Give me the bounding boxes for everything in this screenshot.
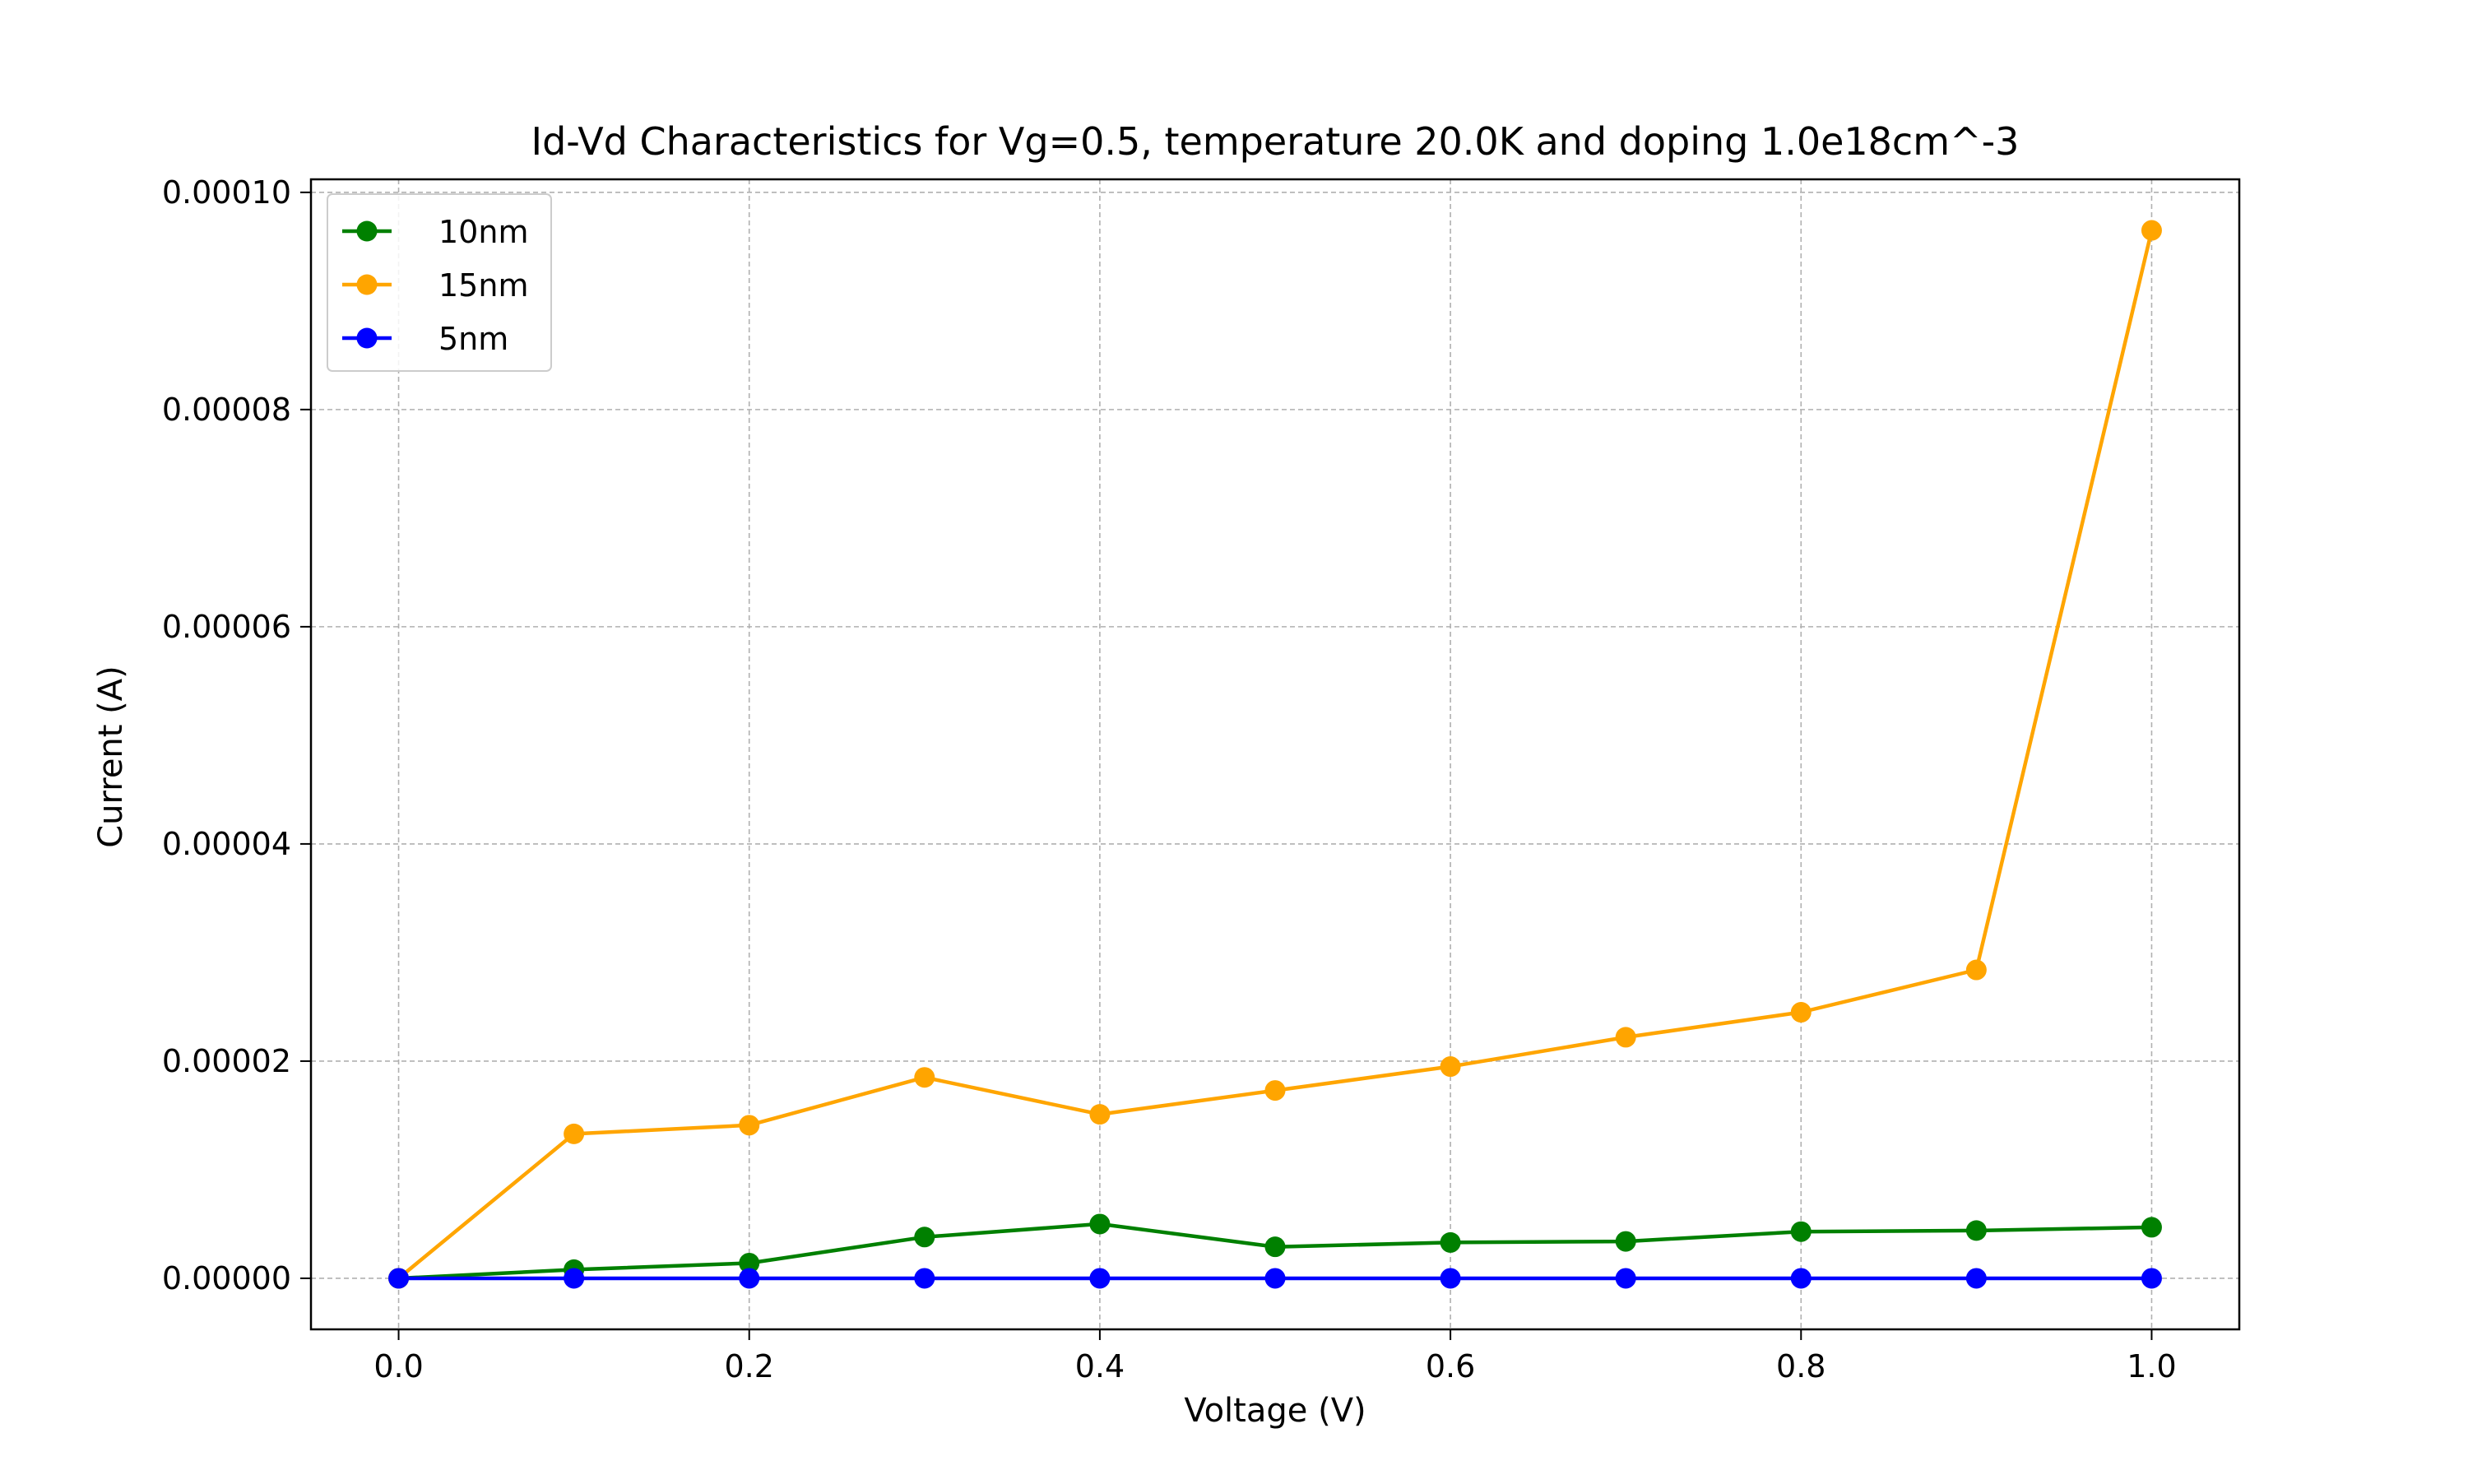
y-tick-label: 0.00006 <box>162 609 291 645</box>
legend-item: 10nm <box>342 214 528 250</box>
series-5nm <box>388 1268 2162 1289</box>
data-point <box>1089 1268 1111 1289</box>
y-tick-label: 0.00004 <box>162 826 291 862</box>
data-point <box>564 1268 585 1289</box>
x-tick-label: 0.0 <box>373 1348 423 1384</box>
data-point <box>1965 959 1987 981</box>
grid <box>311 179 2239 1329</box>
data-point <box>1615 1268 1636 1289</box>
data-point <box>1440 1056 1461 1078</box>
x-axis-label: Voltage (V) <box>1184 1392 1366 1430</box>
y-tick-label: 0.00010 <box>162 174 291 211</box>
data-point <box>1615 1027 1636 1048</box>
data-point <box>1264 1268 1286 1289</box>
data-point <box>1264 1080 1286 1101</box>
data-point <box>1790 1221 1812 1242</box>
series-10nm <box>388 1213 2162 1289</box>
y-tick-label: 0.00008 <box>162 392 291 428</box>
series-15nm <box>388 220 2162 1289</box>
y-tick-label: 0.00002 <box>162 1043 291 1079</box>
chart-title: Id-Vd Characteristics for Vg=0.5, temper… <box>531 119 2020 164</box>
legend: 10nm 15nm 5nm <box>327 193 552 372</box>
axis-ticks: 0.0 0.2 0.4 0.6 0.8 1.0 0.00000 0.00002 0.00004 0… <box>162 174 2177 1384</box>
legend-label: 15nm <box>438 267 528 304</box>
y-tick-label: 0.00000 <box>162 1260 291 1296</box>
data-point <box>1264 1236 1286 1258</box>
data-point <box>564 1123 585 1144</box>
data-point <box>1440 1231 1461 1253</box>
data-point <box>388 1268 410 1289</box>
x-tick-label: 0.2 <box>725 1348 774 1384</box>
x-tick-label: 1.0 <box>2127 1348 2176 1384</box>
data-point <box>1965 1268 1987 1289</box>
data-point <box>1790 1002 1812 1023</box>
data-point <box>1965 1220 1987 1241</box>
data-point <box>1790 1268 1812 1289</box>
legend-label: 5nm <box>438 321 508 357</box>
legend-marker <box>356 220 378 242</box>
data-point <box>2141 1268 2162 1289</box>
data-point <box>1089 1104 1111 1125</box>
data-point <box>1440 1268 1461 1289</box>
data-point <box>2141 220 2162 241</box>
data-point <box>914 1268 935 1289</box>
data-point <box>2141 1217 2162 1238</box>
series-layer <box>388 220 2162 1289</box>
plot-frame <box>309 178 2241 1331</box>
legend-marker <box>356 274 378 295</box>
x-tick-label: 0.8 <box>1776 1348 1825 1384</box>
data-point <box>1089 1213 1111 1235</box>
legend-marker <box>356 327 378 349</box>
data-point <box>914 1067 935 1088</box>
data-point <box>739 1268 760 1289</box>
data-point <box>739 1252 760 1273</box>
legend-label: 10nm <box>438 214 528 250</box>
legend-item: 5nm <box>342 321 508 357</box>
data-point <box>914 1227 935 1248</box>
legend-item: 15nm <box>342 267 528 304</box>
legend-box <box>327 193 552 372</box>
y-axis-label: Current (A) <box>92 665 130 848</box>
data-point <box>1615 1231 1636 1252</box>
x-tick-label: 0.4 <box>1075 1348 1125 1384</box>
x-tick-label: 0.6 <box>1426 1348 1475 1384</box>
data-point <box>739 1115 760 1136</box>
